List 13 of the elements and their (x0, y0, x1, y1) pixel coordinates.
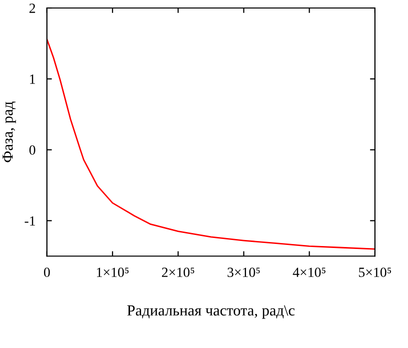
x-tick-label: 3×10⁵ (228, 268, 260, 278)
y-tick-label: 2 (29, 4, 36, 13)
y-axis-title: Фаза, рад (2, 102, 16, 162)
line-series (46, 38, 375, 250)
x-tick-label: 2×10⁵ (162, 268, 194, 278)
x-tick-label: 4×10⁵ (292, 268, 326, 278)
x-tick-label: 5×10⁵ (359, 268, 392, 278)
x-axis-title: Радиальная частота, рад\с (127, 305, 295, 319)
y-tick-label: 0 (29, 145, 36, 155)
y-tick-label: 1 (30, 74, 35, 84)
y-tick-label: -1 (24, 216, 35, 226)
x-tick-label: 0 (44, 268, 50, 278)
x-tick-label: 1×10⁵ (96, 268, 129, 278)
